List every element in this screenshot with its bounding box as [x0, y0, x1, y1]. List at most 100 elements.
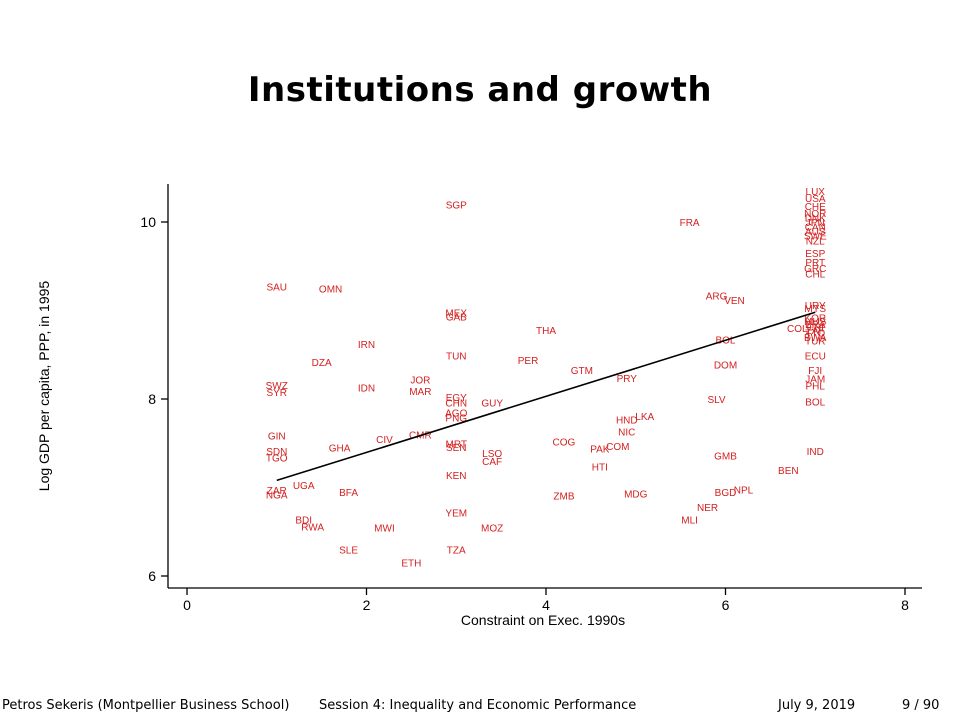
- data-point-sle: SLE: [339, 545, 358, 556]
- x-tick-label: 2: [363, 597, 371, 613]
- data-point-nga: NGA: [266, 491, 288, 502]
- data-point-ben: BEN: [778, 466, 799, 477]
- data-point-bgd: BGD: [715, 488, 737, 499]
- data-point-jor: JOR: [410, 376, 430, 387]
- data-point-ven: VEN: [724, 296, 745, 307]
- data-point-usa: USA: [805, 194, 826, 205]
- data-point-nzl: NZL: [806, 237, 825, 248]
- data-point-fji: FJI: [808, 366, 822, 377]
- data-point-civ: CIV: [376, 435, 393, 446]
- data-point-pry: PRY: [617, 374, 638, 385]
- data-point-uga: UGA: [293, 481, 315, 492]
- data-point-gab: GAB: [446, 313, 467, 324]
- fit-line: [276, 311, 816, 482]
- data-point-ken: KEN: [446, 471, 467, 482]
- data-point-png: PNG: [445, 414, 467, 425]
- data-point-lux: LUX: [806, 187, 826, 198]
- data-point-sen: SEN: [446, 443, 467, 454]
- data-point-nor: NOR: [804, 209, 826, 220]
- data-point-pak: PAK: [590, 445, 610, 456]
- footer-author: Petros Sekeris (Montpellier Business Sch…: [2, 698, 290, 713]
- y-tick-label: 8: [148, 391, 156, 407]
- data-point-caf: CAF: [482, 457, 502, 468]
- data-point-tza: TZA: [447, 545, 466, 556]
- x-tick-label: 4: [542, 597, 550, 613]
- data-point-rwa: RWA: [301, 522, 324, 533]
- data-point-dnk: DNK: [805, 214, 826, 225]
- data-point-lka: LKA: [635, 412, 654, 423]
- data-point-mrt: MRT: [446, 439, 467, 450]
- data-point-ury: URY: [805, 301, 826, 312]
- data-point-bol: BOL: [715, 336, 735, 347]
- data-point-ecu: ECU: [805, 352, 826, 363]
- x-tick-label: 6: [722, 597, 730, 613]
- data-point-yem: YEM: [445, 508, 467, 519]
- data-point-bfa: BFA: [339, 488, 358, 499]
- data-point-chl: CHL: [805, 269, 825, 280]
- chart-axis-labels: Constraint on Exec. 1990s Log GDP per cap…: [36, 281, 625, 628]
- data-point-zar: ZAR: [267, 486, 287, 497]
- data-point-hnd: HND: [616, 415, 638, 426]
- data-point-sau: SAU: [266, 283, 287, 294]
- data-point-jpn: JPN: [806, 218, 825, 229]
- data-point-mwi: MWI: [374, 523, 395, 534]
- data-point-grc: GRC: [804, 264, 826, 275]
- data-point-ago: AGO: [445, 408, 467, 419]
- data-point-gmb: GMB: [714, 452, 737, 463]
- footer-page-number: 9 / 90: [902, 698, 940, 713]
- x-tick-label: 8: [901, 597, 909, 613]
- footer-session: Session 4: Inequality and Economic Perfo…: [319, 698, 637, 713]
- data-point-lso: LSO: [482, 449, 502, 460]
- y-tick-label: 10: [140, 214, 156, 230]
- data-point-tun: TUN: [446, 352, 467, 363]
- data-point-sdn: SDN: [266, 447, 287, 458]
- data-point-sgp: SGP: [446, 200, 467, 211]
- y-tick-label: 6: [148, 568, 156, 584]
- data-point-bol: BOL: [805, 398, 825, 409]
- data-point-prt: PRT: [805, 258, 825, 269]
- data-point-kor: KOR: [804, 314, 826, 325]
- data-point-tha: THA: [536, 326, 556, 337]
- data-point-syr: SYR: [266, 388, 287, 399]
- data-point-egy: EGY: [446, 393, 467, 404]
- data-point-fra: FRA: [680, 218, 700, 229]
- data-point-swz: SWZ: [266, 381, 288, 392]
- data-point-cog: COG: [553, 437, 576, 448]
- data-point-irn: IRN: [358, 340, 375, 351]
- data-point-dom: DOM: [714, 360, 737, 371]
- data-point-zaf: ZAF: [806, 326, 825, 337]
- data-point-chn: CHN: [445, 399, 467, 410]
- slide-title: Institutions and growth: [247, 70, 713, 110]
- data-point-esp: ESP: [805, 249, 825, 260]
- data-point-aus: AUS: [805, 227, 826, 238]
- data-point-ner: NER: [697, 503, 718, 514]
- data-point-mdg: MDG: [624, 490, 648, 501]
- data-point-mys: MYS: [804, 304, 826, 315]
- data-point-tto: TTO: [805, 329, 825, 340]
- data-point-guy: GUY: [481, 399, 503, 410]
- data-point-hti: HTI: [592, 462, 608, 473]
- data-point-col: COL: [787, 324, 808, 335]
- x-tick-label: 0: [183, 597, 191, 613]
- data-point-gin: GIN: [268, 431, 286, 442]
- data-point-gha: GHA: [329, 444, 351, 455]
- data-point-can: CAN: [805, 222, 826, 233]
- data-point-bdi: BDI: [295, 515, 312, 526]
- data-point-arg: ARG: [706, 291, 728, 302]
- data-point-mar: MAR: [409, 387, 431, 398]
- data-point-per: PER: [518, 356, 539, 367]
- data-point-slv: SLV: [707, 395, 725, 406]
- data-point-mex: MEX: [445, 308, 467, 319]
- data-point-moz: MOZ: [481, 523, 503, 534]
- chart-axes: 0 2 4 6 8 6 8 10: [140, 184, 922, 613]
- data-point-npl: NPL: [734, 485, 754, 496]
- data-point-gtm: GTM: [571, 366, 593, 377]
- x-axis-title: Constraint on Exec. 1990s: [461, 612, 625, 628]
- chart-points: SGPFRALUXUSACHENORDNKJPNCANAUSSWENZLESPP…: [266, 187, 827, 570]
- data-point-omn: OMN: [319, 284, 342, 295]
- data-point-nic: NIC: [618, 428, 635, 439]
- data-point-zmb: ZMB: [553, 491, 574, 502]
- data-point-eth: ETH: [401, 559, 421, 570]
- data-point-jam: JAM: [805, 375, 825, 386]
